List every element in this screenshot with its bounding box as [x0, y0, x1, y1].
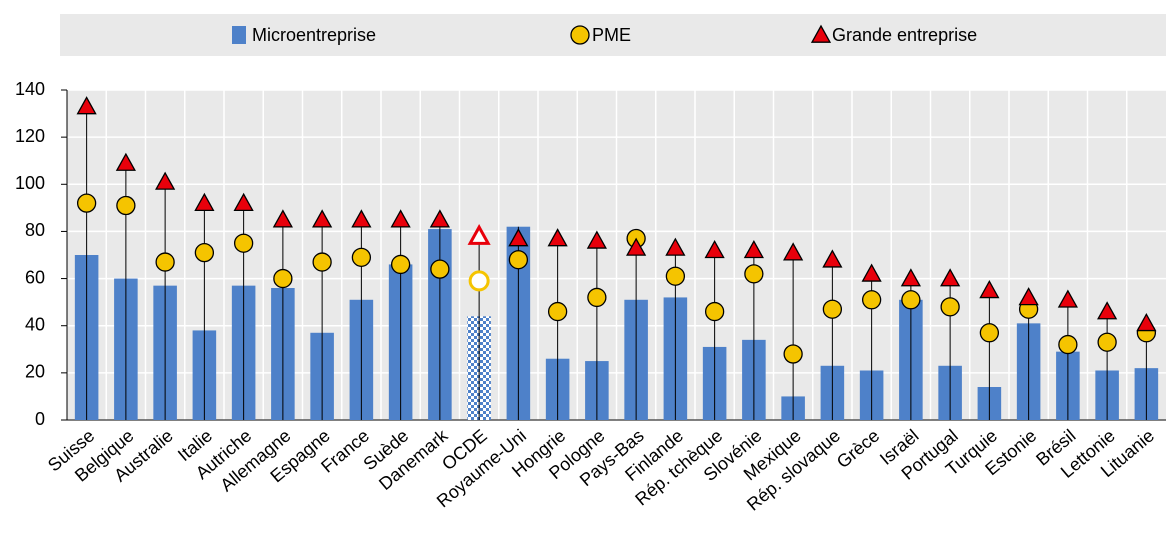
legend-swatch — [570, 25, 590, 45]
grande-triangle — [312, 209, 333, 228]
grande-triangle — [76, 96, 97, 115]
grande-triangle — [1097, 301, 1118, 320]
grande-triangle — [233, 192, 254, 211]
pme-dot — [1058, 334, 1078, 355]
grande-triangle — [115, 152, 136, 171]
grande-triangle — [900, 268, 921, 287]
y-tick-label: 140 — [15, 79, 45, 99]
pme-dot — [430, 259, 450, 279]
y-tick-label: 60 — [25, 267, 45, 287]
pme-dot — [1097, 332, 1117, 352]
pme-dot — [783, 344, 803, 364]
pme-dot — [861, 290, 882, 310]
grande-triangle — [390, 209, 411, 228]
grande-triangle — [547, 228, 568, 247]
pme-dot — [351, 247, 372, 268]
pme-dot — [979, 323, 1000, 343]
grande-triangle — [940, 268, 961, 287]
pme-dot — [940, 297, 960, 317]
y-tick-label: 80 — [25, 220, 45, 240]
y-tick-label: 40 — [25, 314, 45, 334]
grande-triangle — [467, 224, 491, 245]
pme-dot — [704, 301, 725, 322]
pme-dot — [76, 193, 97, 213]
grande-triangle — [743, 239, 764, 259]
grande-triangle — [272, 209, 293, 228]
grande-triangle — [1057, 289, 1078, 308]
grande-triangle — [508, 228, 529, 247]
pme-dot — [390, 254, 411, 275]
grande-triangle — [704, 239, 725, 259]
legend-label: Grande entreprise — [832, 25, 977, 45]
pme-dot — [822, 299, 843, 319]
grande-triangle — [351, 209, 372, 228]
grande-triangle — [979, 280, 1000, 299]
pme-dot — [587, 287, 607, 308]
pme-dot — [468, 270, 490, 292]
grande-triangle — [665, 237, 686, 256]
legend-label: PME — [592, 25, 631, 45]
grande-triangle — [1136, 313, 1157, 332]
legend-swatch — [810, 24, 832, 43]
pme-dot — [312, 252, 332, 272]
pme-dot — [744, 264, 764, 284]
y-tick-label: 120 — [15, 126, 45, 146]
y-tick-label: 20 — [25, 362, 45, 382]
y-tick-label: 100 — [15, 173, 45, 193]
pme-dot — [665, 266, 686, 286]
pme-dot — [194, 242, 215, 263]
pme-dot — [233, 233, 254, 253]
pme-dot — [901, 290, 921, 310]
pme-dot — [547, 301, 568, 322]
legend-swatch — [232, 26, 246, 44]
pme-dot — [116, 195, 136, 216]
pme-dot — [273, 268, 293, 289]
grande-triangle — [822, 249, 843, 268]
grande-triangle — [586, 230, 607, 249]
legend-label: Microentreprise — [252, 25, 376, 45]
grande-triangle — [429, 209, 450, 228]
grande-triangle — [783, 242, 804, 261]
grande-triangle — [1018, 287, 1039, 306]
x-tick-label: Grèce — [833, 425, 883, 472]
pme-dot — [155, 252, 175, 272]
y-tick-label: 0 — [35, 409, 45, 429]
grande-triangle — [626, 237, 647, 256]
pme-dot — [508, 250, 529, 270]
grande-triangle — [861, 263, 882, 282]
grande-triangle — [155, 171, 176, 190]
grande-triangle — [194, 192, 215, 211]
